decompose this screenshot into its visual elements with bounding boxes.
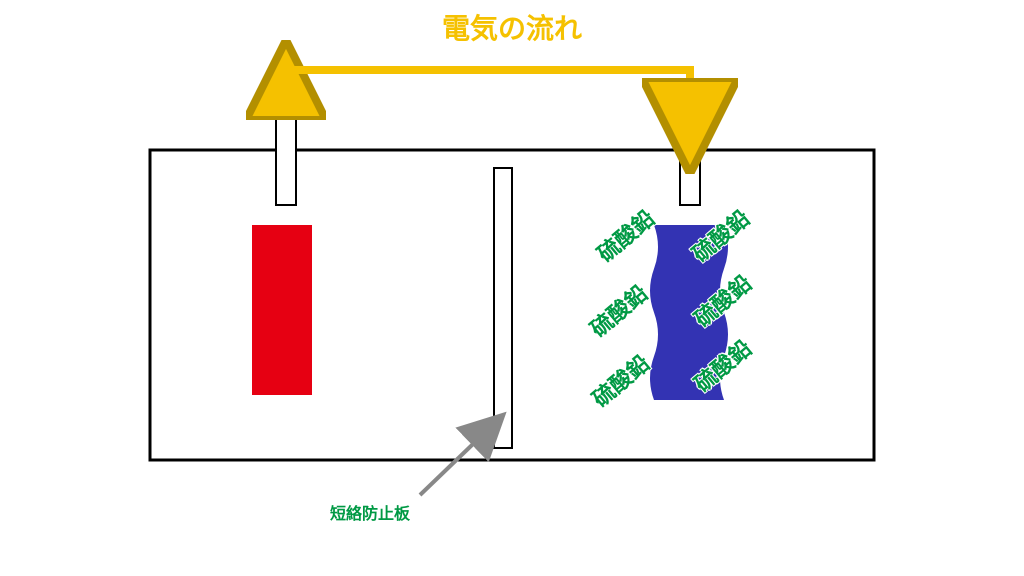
- separator-pointer-arrow: [420, 420, 498, 495]
- separator-bar: [494, 168, 512, 448]
- flow-arrow-main: [286, 70, 690, 126]
- diagram-svg: [0, 0, 1024, 576]
- separator-label: 短絡防止板: [330, 500, 410, 524]
- terminal-left: [276, 105, 296, 205]
- diagram-canvas: 電気の流れ 硫酸: [0, 0, 1024, 576]
- electrode-red: [252, 225, 312, 395]
